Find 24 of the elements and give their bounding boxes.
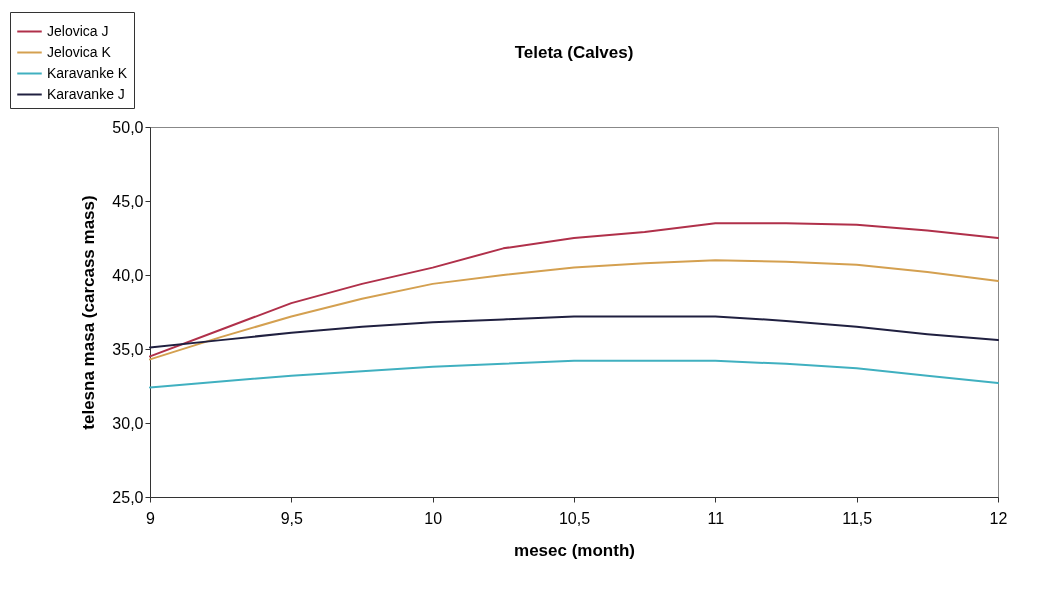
line-series (149, 222, 999, 358)
x-tick-label: 11,5 (842, 509, 873, 527)
x-tick-label: 9,5 (280, 509, 304, 527)
y-tick-label: 50,0 (112, 118, 144, 136)
y-tick-label: 40,0 (112, 266, 144, 284)
y-tick-label: 30,0 (112, 414, 144, 432)
legend-label: Jelovica J (47, 22, 109, 39)
x-tick-label: 11 (707, 509, 725, 527)
x-tick-label: 9 (146, 509, 156, 527)
line-series (149, 315, 999, 349)
legend-label: Karavanke J (47, 85, 125, 102)
line-series (149, 259, 999, 361)
y-tick-label: 25,0 (112, 488, 144, 506)
x-tick-label: 12 (989, 509, 1008, 527)
legend-label: Jelovica K (47, 43, 112, 60)
line-series (149, 359, 999, 389)
y-tick-label: 45,0 (112, 192, 144, 210)
chart-title: Teleta (Calves) (514, 42, 634, 62)
y-axis-title: telesna masa (carcass mass) (79, 195, 99, 430)
y-tick-label: 35,0 (112, 340, 144, 358)
legend-label: Karavanke K (47, 64, 128, 81)
x-axis-title: mesec (month) (514, 540, 635, 560)
x-tick-label: 10,5 (558, 509, 591, 527)
x-tick-label: 10 (424, 509, 443, 527)
